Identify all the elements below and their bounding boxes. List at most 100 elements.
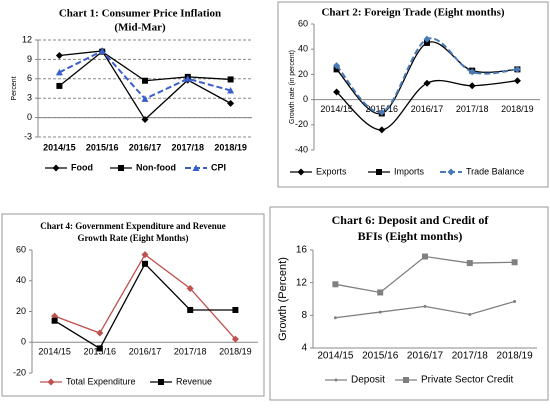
y-tick-label: 0: [27, 112, 32, 122]
marker: [51, 317, 58, 324]
marker: [141, 116, 149, 124]
y-tick-label: 12: [22, 34, 32, 44]
legend-label: Revenue: [176, 376, 212, 386]
x-tick-label: 2017/18: [452, 351, 489, 362]
marker: [96, 345, 103, 352]
chart-title: Chart 2: Foreign Trade (Eight months): [321, 7, 504, 19]
panel-border: [1, 213, 265, 397]
marker: [332, 281, 339, 288]
chart-title: Chart 1: Consumer Price Inflation: [59, 8, 221, 20]
x-tick-label: 2018/19: [497, 351, 534, 362]
x-tick-label: 2015/16: [84, 347, 117, 357]
x-tick-label: 2014/15: [38, 347, 71, 357]
marker: [333, 316, 337, 320]
legend-marker: [47, 378, 55, 386]
panel-border: [269, 206, 549, 401]
marker: [333, 66, 340, 73]
y-tick-label: 40: [16, 275, 26, 285]
marker: [424, 39, 430, 46]
y-tick-label: 8: [301, 310, 307, 321]
marker: [378, 310, 382, 314]
marker: [513, 77, 521, 85]
marker: [184, 75, 192, 82]
marker: [468, 82, 476, 90]
y-tick-label: 20: [16, 306, 26, 316]
chart-panel: Chart 4: Government Expenditure and Reve…: [13, 221, 258, 386]
legend-marker: [52, 164, 60, 172]
marker: [423, 35, 431, 43]
y-tick-label: -20: [295, 119, 308, 129]
x-tick-label: 2018/19: [219, 347, 252, 357]
legend-marker: [297, 168, 305, 176]
legend-marker: [192, 164, 200, 171]
marker: [378, 108, 386, 116]
x-tick-label: 2018/19: [214, 142, 247, 152]
chart-title: Chart 4: Government Expenditure and Reve…: [40, 221, 226, 231]
x-tick-label: 2017/18: [174, 347, 207, 357]
y-tick-label: -20: [13, 367, 26, 377]
series-line: [58, 49, 231, 101]
marker: [142, 77, 148, 84]
y-tick-label: 20: [298, 69, 308, 79]
series-line: [335, 37, 518, 114]
marker: [423, 304, 427, 308]
marker: [142, 260, 148, 267]
x-tick-label: 2016/17: [411, 104, 444, 114]
x-tick-label: 2016/17: [129, 142, 162, 152]
marker: [141, 95, 149, 102]
marker: [468, 313, 472, 317]
y-axis-label: Growth (Percent): [277, 257, 289, 341]
legend-marker: [118, 165, 124, 171]
marker: [468, 68, 476, 76]
marker: [98, 47, 106, 54]
chart-panel: Chart 2: Foreign Trade (Eight months) Gro…: [289, 7, 540, 176]
legend-label: Total Expenditure: [66, 376, 136, 386]
y-tick-label: 12: [296, 277, 308, 288]
legend-label: Deposit: [351, 375, 385, 386]
marker: [333, 88, 341, 96]
chart-title: (Mid-Mar): [114, 22, 166, 34]
marker: [513, 65, 521, 73]
y-tick-label: -40: [295, 144, 308, 154]
legend-label: Trade Balance: [466, 166, 524, 176]
chart-title: Growth Rate (Eight Months): [77, 233, 188, 243]
series-line: [54, 253, 236, 340]
marker: [55, 52, 63, 60]
y-axis-label: Percent: [11, 76, 18, 100]
series-line: [335, 300, 515, 319]
y-tick-label: 16: [296, 245, 308, 256]
legend-marker: [158, 379, 164, 385]
x-tick-label: 2017/18: [172, 142, 205, 152]
chart-title: Chart 6: Deposit and Credit of: [332, 213, 490, 227]
legend-label: CPI: [211, 162, 226, 172]
x-tick-label: 2014/15: [317, 351, 354, 362]
y-tick-label: 60: [298, 18, 308, 28]
chart-title: BFIs (Eight months): [358, 229, 463, 243]
y-tick-label: 0: [21, 337, 26, 347]
marker: [227, 99, 235, 107]
x-tick-label: 2015/16: [86, 142, 119, 152]
marker: [227, 86, 235, 94]
series-line: [54, 262, 236, 350]
marker: [96, 329, 104, 337]
legend-label: Imports: [394, 166, 425, 176]
x-tick-label: 2016/17: [129, 347, 162, 357]
legend-marker: [376, 169, 382, 175]
y-tick-label: -3: [24, 131, 32, 141]
chart-panel: Chart 1: Consumer Price Inflation (Mid-Ma…: [11, 8, 252, 172]
marker: [466, 260, 473, 267]
marker: [511, 259, 518, 266]
legend-label: Non-food: [136, 162, 176, 172]
marker: [377, 289, 384, 296]
marker: [333, 62, 341, 70]
x-tick-label: 2014/15: [320, 104, 353, 114]
marker: [378, 126, 386, 134]
marker: [513, 299, 517, 303]
marker: [227, 76, 234, 83]
legend-marker: [403, 377, 409, 383]
y-tick-label: 4: [301, 343, 307, 354]
series-line: [59, 50, 231, 121]
x-tick-label: 2015/16: [362, 351, 399, 362]
panel-border: [277, 1, 549, 188]
